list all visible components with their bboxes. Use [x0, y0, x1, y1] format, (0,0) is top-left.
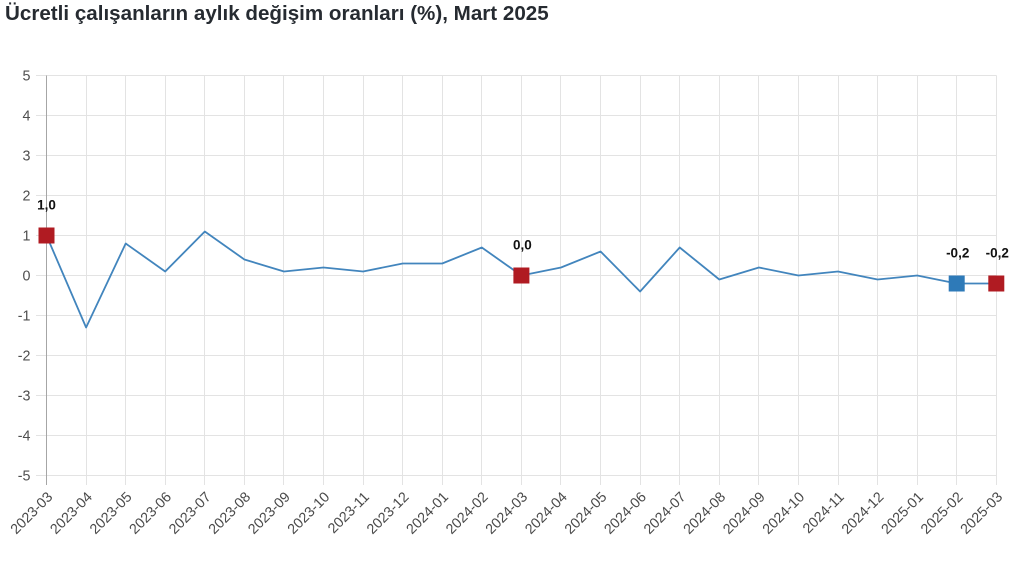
- svg-text:2024-10: 2024-10: [760, 489, 808, 537]
- svg-text:2024-07: 2024-07: [641, 489, 689, 537]
- svg-text:-0,2: -0,2: [986, 246, 1009, 261]
- svg-text:2023-04: 2023-04: [47, 489, 95, 537]
- svg-text:2023-03: 2023-03: [8, 489, 56, 537]
- svg-text:0: 0: [23, 269, 31, 285]
- svg-text:-5: -5: [18, 469, 31, 485]
- svg-text:2: 2: [23, 189, 31, 205]
- svg-text:2023-12: 2023-12: [364, 489, 412, 537]
- svg-text:5: 5: [23, 69, 31, 85]
- svg-text:2023-05: 2023-05: [87, 489, 135, 537]
- svg-text:2023-10: 2023-10: [285, 489, 333, 537]
- svg-text:-3: -3: [18, 389, 31, 405]
- svg-text:1: 1: [23, 229, 31, 245]
- svg-text:2025-01: 2025-01: [879, 489, 927, 537]
- svg-text:-2: -2: [18, 349, 31, 365]
- svg-text:2024-03: 2024-03: [483, 489, 531, 537]
- svg-text:2024-12: 2024-12: [839, 489, 887, 537]
- svg-text:2023-11: 2023-11: [325, 489, 373, 537]
- svg-text:0,0: 0,0: [513, 238, 532, 253]
- svg-text:Ücretli çalışanların aylık değ: Ücretli çalışanların aylık değişim oranl…: [5, 2, 549, 25]
- svg-text:2024-01: 2024-01: [404, 489, 452, 537]
- svg-text:-4: -4: [18, 429, 31, 445]
- svg-text:2023-06: 2023-06: [127, 489, 175, 537]
- svg-text:-0,2: -0,2: [946, 246, 969, 261]
- svg-text:2024-09: 2024-09: [720, 489, 768, 537]
- svg-text:-1: -1: [18, 309, 31, 325]
- svg-text:2025-03: 2025-03: [958, 489, 1006, 537]
- svg-text:2024-08: 2024-08: [681, 489, 729, 537]
- svg-text:2024-02: 2024-02: [443, 489, 491, 537]
- svg-text:2024-11: 2024-11: [800, 489, 848, 537]
- svg-text:1,0: 1,0: [37, 198, 56, 213]
- svg-text:2024-05: 2024-05: [562, 489, 610, 537]
- svg-text:2023-08: 2023-08: [206, 489, 254, 537]
- svg-text:2023-09: 2023-09: [245, 489, 293, 537]
- svg-text:2025-02: 2025-02: [918, 489, 966, 537]
- svg-text:2024-06: 2024-06: [601, 489, 649, 537]
- svg-text:2024-04: 2024-04: [522, 489, 570, 537]
- svg-text:3: 3: [23, 149, 31, 165]
- svg-text:4: 4: [23, 109, 31, 125]
- svg-text:2023-07: 2023-07: [166, 489, 214, 537]
